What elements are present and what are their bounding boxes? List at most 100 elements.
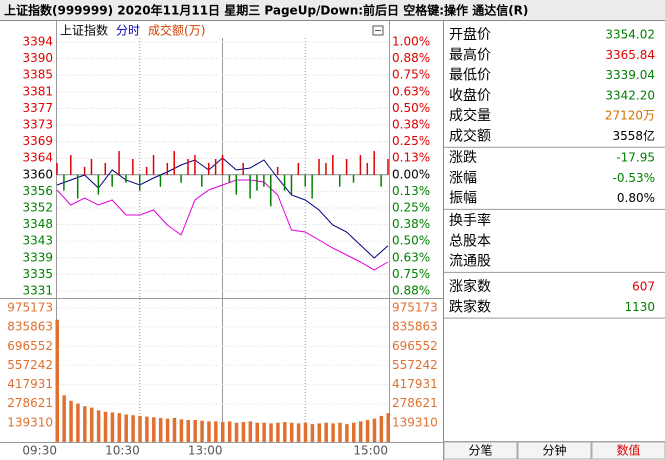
volume-bar: [186, 420, 191, 442]
tab-label[interactable]: 分钟: [542, 443, 566, 458]
volume-bar: [324, 422, 328, 442]
window-title: 上证指数(999999) 2020年11月11日 星期三 PageUp/Down…: [4, 3, 528, 18]
volume-bar: [83, 406, 87, 442]
tab[interactable]: [591, 441, 665, 460]
y-tick-label: 3373: [22, 118, 53, 132]
time-label: 09:30: [22, 444, 57, 458]
quote-value: -17.95: [616, 151, 655, 165]
volume-tick-label: 835863: [7, 320, 53, 334]
volume-bar: [269, 423, 273, 442]
quote-value: 3558亿: [612, 128, 655, 143]
volume-bar: [276, 422, 280, 442]
volume-bar: [117, 413, 122, 442]
quote-value: 0.80%: [617, 191, 655, 205]
volume-bar: [255, 422, 259, 442]
y2-tick-label: 0.88%: [392, 51, 430, 65]
y2-tick-label: 0.13%: [392, 184, 430, 198]
volume-bar: [303, 422, 308, 442]
volume-bar: [207, 421, 211, 442]
volume-bar: [103, 411, 108, 442]
y2-tick-label: 0.00%: [392, 167, 430, 181]
legend-item: 上证指数: [60, 23, 108, 38]
quote-label: 涨跌: [449, 150, 477, 166]
volume-bar: [358, 421, 363, 442]
volume-tick-label-right: 696552: [392, 339, 438, 353]
y-tick-label: 3364: [22, 151, 53, 165]
tab-label[interactable]: 分笔: [468, 443, 492, 458]
y2-tick-label: 0.75%: [392, 68, 430, 82]
y-tick-label: 3377: [22, 101, 53, 115]
quote-value: 3354.02: [605, 28, 655, 42]
quote-value: 607: [632, 280, 655, 294]
volume-bar: [200, 420, 204, 442]
time-label: 13:00: [188, 444, 223, 458]
volume-tick-label-right: 278621: [392, 396, 438, 410]
legend-item: 分时: [116, 24, 140, 38]
time-label: 10:30: [105, 444, 140, 458]
y2-tick-label: 0.63%: [392, 84, 430, 98]
quote-label: 涨家数: [449, 278, 491, 295]
volume-bar: [110, 412, 115, 442]
y2-tick-label: 0.38%: [392, 118, 430, 132]
volume-bar: [296, 423, 301, 442]
volume-tick-label: 696552: [7, 339, 53, 353]
price-line: [56, 179, 389, 271]
volume-tick-label: 557242: [7, 358, 53, 372]
tab[interactable]: [517, 441, 592, 460]
volume-bar: [172, 417, 177, 442]
y2-tick-label: 0.50%: [392, 234, 430, 248]
time-label: 15:00: [353, 444, 388, 458]
volume-bar: [345, 424, 349, 442]
y2-tick-label: 0.88%: [392, 284, 430, 298]
y2-tick-label: 0.25%: [392, 134, 430, 148]
volume-tick-label-right: 417931: [392, 377, 438, 391]
volume-bar: [145, 416, 149, 442]
volume-bar: [193, 420, 197, 442]
quote-value: 3342.20: [605, 88, 655, 102]
y-tick-label: 3343: [22, 234, 53, 248]
y2-tick-label: 0.63%: [392, 250, 430, 264]
y-tick-label: 3348: [22, 217, 53, 231]
y2-tick-label: 0.38%: [392, 217, 430, 231]
quote-label: 最高价: [449, 46, 491, 63]
quote-value: 3365.84: [605, 48, 655, 62]
volume-bar: [248, 421, 253, 442]
y2-tick-label: 0.50%: [392, 101, 430, 115]
volume-bar: [310, 424, 315, 442]
volume-bar: [365, 420, 370, 442]
y-tick-label: 3385: [22, 68, 53, 82]
volume-tick-label-right: 975173: [392, 301, 438, 315]
y-tick-label: 3381: [22, 84, 53, 98]
volume-bar: [76, 403, 80, 442]
volume-bar: [158, 417, 163, 442]
tab[interactable]: [443, 441, 518, 460]
volume-bar: [289, 422, 294, 442]
quote-label: 涨幅: [449, 170, 477, 186]
y2-tick-label: 0.25%: [392, 201, 430, 215]
y-tick-label: 3356: [22, 184, 53, 198]
volume-tick-label-right: 835863: [392, 320, 438, 334]
quote-label: 收盘价: [449, 87, 491, 104]
y-tick-label: 3331: [22, 284, 53, 298]
quote-label: 跌家数: [449, 298, 491, 315]
settings-icon[interactable]: [372, 25, 384, 36]
quote-label: 开盘价: [449, 26, 491, 43]
quote-value: 27120万: [605, 109, 655, 123]
volume-bar: [234, 422, 239, 442]
volume-bar: [227, 421, 232, 442]
quote-value: 3339.04: [605, 68, 655, 82]
volume-bar: [317, 423, 322, 442]
volume-tick-label-right: 139310: [392, 415, 438, 429]
volume-tick-label: 417931: [7, 377, 53, 391]
volume-tick-label-right: 557242: [392, 358, 438, 372]
volume-bar: [89, 407, 94, 442]
volume-bar: [262, 422, 266, 442]
volume-bar: [338, 422, 342, 442]
volume-bar: [221, 422, 225, 442]
volume-tick-label: 278621: [7, 396, 53, 410]
y-tick-label: 3339: [22, 250, 53, 264]
quote-value: -0.53%: [613, 171, 655, 185]
tab-label[interactable]: 数值: [616, 443, 640, 458]
quote-value: 1130: [624, 300, 655, 314]
